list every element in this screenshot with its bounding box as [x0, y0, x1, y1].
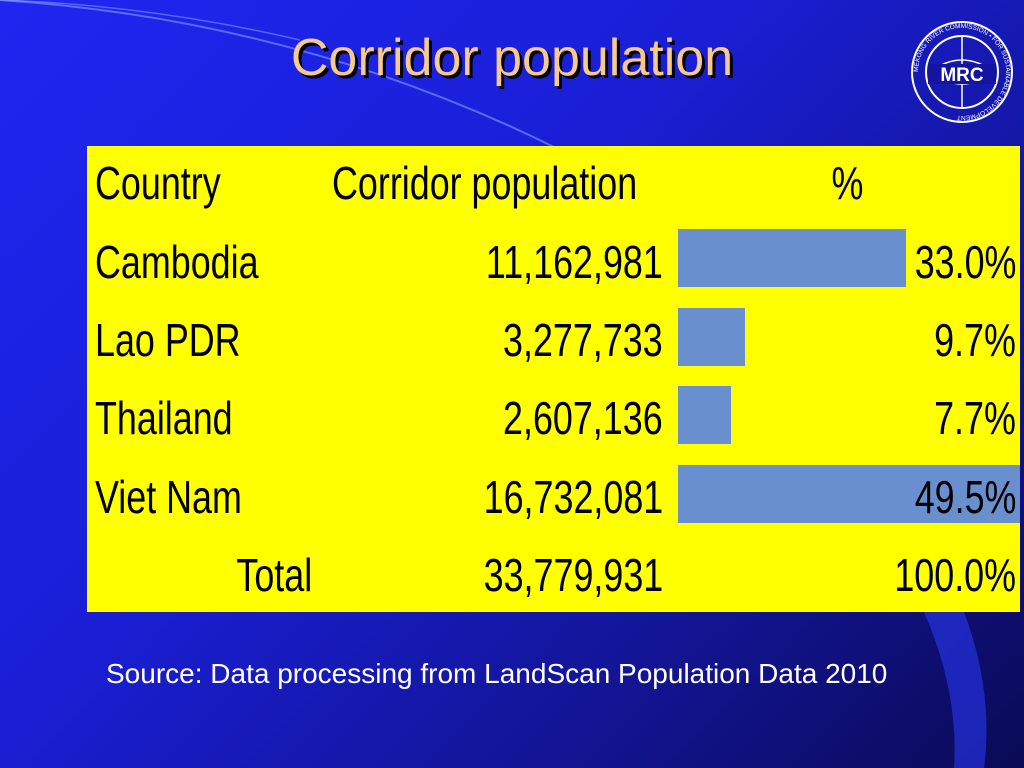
decorative-accent [924, 612, 987, 768]
row-percent: 33.0% [914, 236, 1016, 288]
header-country: Country [95, 157, 221, 209]
row-percent: 9.7% [934, 314, 1016, 366]
logo-text: MRC [940, 65, 984, 86]
source-note: Source: Data processing from LandScan Po… [106, 658, 888, 689]
share-bar-vietnam [678, 465, 1020, 523]
mrc-logo: MRC MEKONG RIVER COMMISSION • FOR SUSTAI… [911, 21, 1013, 123]
row-country: Cambodia [95, 236, 259, 288]
row-population: 11,162,981 [486, 236, 663, 288]
total-label: Total [236, 549, 312, 601]
share-bar-lao [678, 308, 745, 366]
row-country: Thailand [95, 392, 233, 444]
slide-title: Corridor population [290, 29, 734, 87]
row-population: 3,277,733 [503, 314, 663, 366]
header-percent: % [831, 157, 864, 209]
row-percent: 7.7% [934, 392, 1016, 444]
share-bar-cambodia [678, 229, 906, 287]
row-population: 16,732,081 [483, 471, 663, 523]
share-bar-thailand [678, 386, 731, 444]
total-population: 33,779,931 [483, 549, 663, 601]
row-percent: 49.5% [914, 471, 1016, 523]
header-population: Corridor population [332, 157, 638, 209]
total-percent: 100.0% [894, 549, 1016, 601]
row-population: 2,607,136 [503, 392, 663, 444]
population-table: Country Corridor population % Cambodia 1… [87, 146, 1020, 612]
row-country: Viet Nam [95, 471, 242, 523]
row-country: Lao PDR [95, 314, 241, 366]
